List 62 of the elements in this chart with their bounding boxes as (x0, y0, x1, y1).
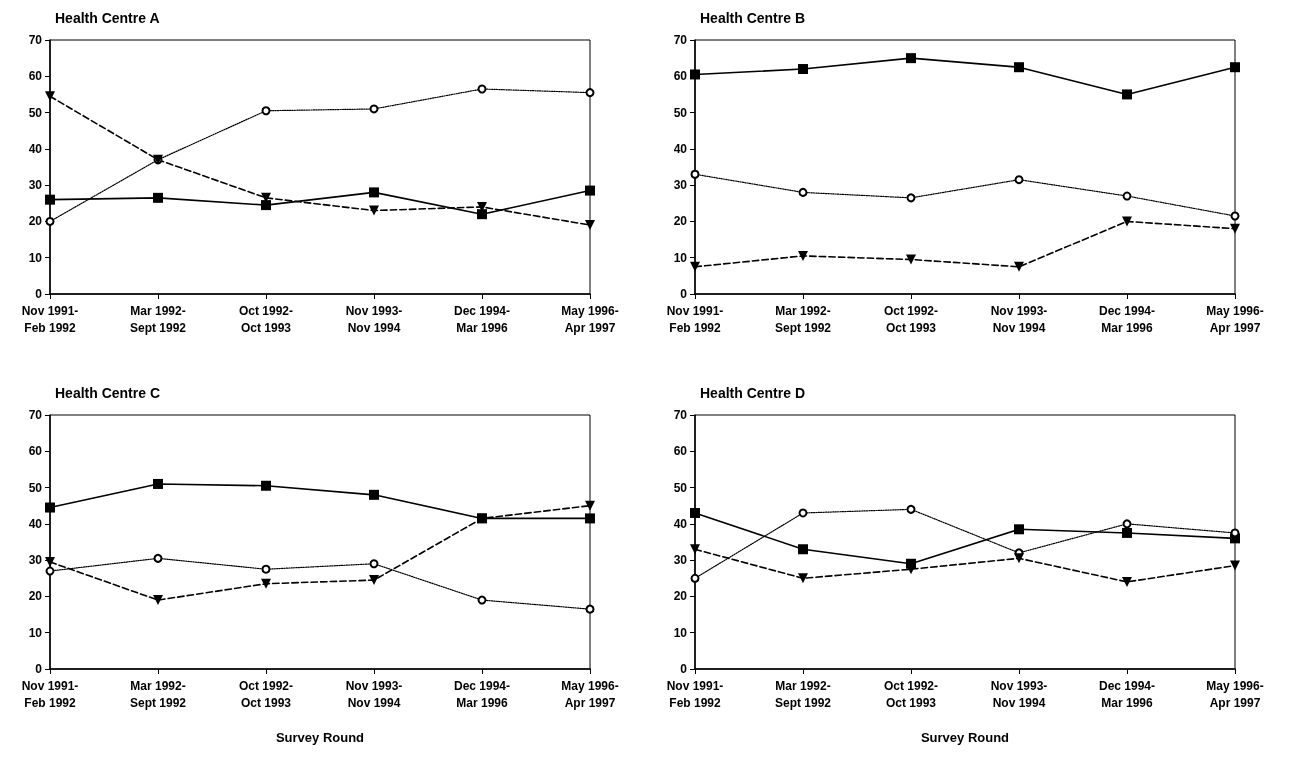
x-tick-label: Nov 1993- Nov 1994 (990, 303, 1048, 335)
x-tick-label: Nov 1991- Feb 1992 (21, 303, 79, 335)
x-tick-label: Mar 1992- Sept 1992 (129, 303, 187, 335)
y-tick-label: 0 (35, 287, 43, 301)
y-tick-label: 50 (673, 480, 688, 495)
x-tick-label: Oct 1992- Oct 1993 (883, 303, 939, 335)
y-tick-label: 20 (28, 589, 43, 604)
y-tick-label: 10 (673, 625, 688, 640)
x-tick-label: Dec 1994- Mar 1996 (1098, 303, 1156, 335)
y-tick-label: 0 (680, 287, 688, 301)
x-tick-label: May 1996- Apr 1997 (1206, 303, 1264, 335)
y-tick-label: 60 (673, 69, 688, 84)
y-tick-label: 10 (28, 250, 43, 265)
y-tick-label: 70 (28, 33, 43, 47)
x-tick-label: Dec 1994- Mar 1996 (1098, 678, 1156, 710)
y-tick-label: 40 (28, 141, 43, 156)
y-tick-label: 30 (673, 553, 688, 568)
y-tick-label: 30 (28, 553, 43, 568)
y-tick-label: 10 (673, 250, 688, 265)
y-tick-label: 60 (28, 69, 43, 84)
y-tick-label: 50 (28, 480, 43, 495)
x-tick-label: May 1996- Apr 1997 (561, 303, 619, 335)
chart-title: Health Centre B (700, 10, 806, 26)
y-tick-label: 60 (673, 444, 688, 459)
x-tick-label: May 1996- Apr 1997 (1206, 678, 1264, 710)
x-tick-label: Nov 1993- Nov 1994 (990, 678, 1048, 710)
y-tick-label: 20 (673, 214, 688, 229)
y-tick-label: 50 (673, 105, 688, 120)
x-tick-label: Mar 1992- Sept 1992 (774, 303, 832, 335)
x-tick-label: Nov 1991- Feb 1992 (666, 678, 724, 710)
x-tick-label: Nov 1991- Feb 1992 (21, 678, 79, 710)
y-tick-label: 20 (28, 214, 43, 229)
y-tick-label: 0 (35, 662, 43, 676)
x-tick-label: Oct 1992- Oct 1993 (883, 678, 939, 710)
y-tick-label: 70 (28, 408, 43, 422)
x-axis-title: Survey Round (920, 730, 1010, 745)
chart-title: Health Centre C (55, 385, 161, 401)
x-tick-label: Oct 1992- Oct 1993 (238, 678, 294, 710)
y-tick-label: 0 (680, 662, 688, 676)
x-tick-label: Nov 1993- Nov 1994 (345, 678, 403, 710)
chart-title: Health Centre D (700, 385, 806, 401)
y-tick-label: 70 (673, 408, 688, 422)
x-tick-label: Dec 1994- Mar 1996 (453, 678, 511, 710)
x-axis-title: Survey Round (275, 730, 365, 745)
y-tick-label: 20 (673, 589, 688, 604)
x-tick-label: Dec 1994- Mar 1996 (453, 303, 511, 335)
y-tick-label: 40 (673, 516, 688, 531)
y-tick-label: 30 (673, 178, 688, 193)
y-tick-label: 40 (673, 141, 688, 156)
y-tick-label: 10 (28, 625, 43, 640)
x-tick-label: Mar 1992- Sept 1992 (774, 678, 832, 710)
y-tick-label: 30 (28, 178, 43, 193)
y-tick-label: 70 (673, 33, 688, 47)
y-tick-label: 60 (28, 444, 43, 459)
x-tick-label: Oct 1992- Oct 1993 (238, 303, 294, 335)
x-tick-label: Nov 1991- Feb 1992 (666, 303, 724, 335)
x-tick-label: Mar 1992- Sept 1992 (129, 678, 187, 710)
y-tick-label: 50 (28, 105, 43, 120)
x-tick-label: May 1996- Apr 1997 (561, 678, 619, 710)
y-tick-label: 40 (28, 516, 43, 531)
x-tick-label: Nov 1993- Nov 1994 (345, 303, 403, 335)
chart-title: Health Centre A (55, 10, 160, 26)
